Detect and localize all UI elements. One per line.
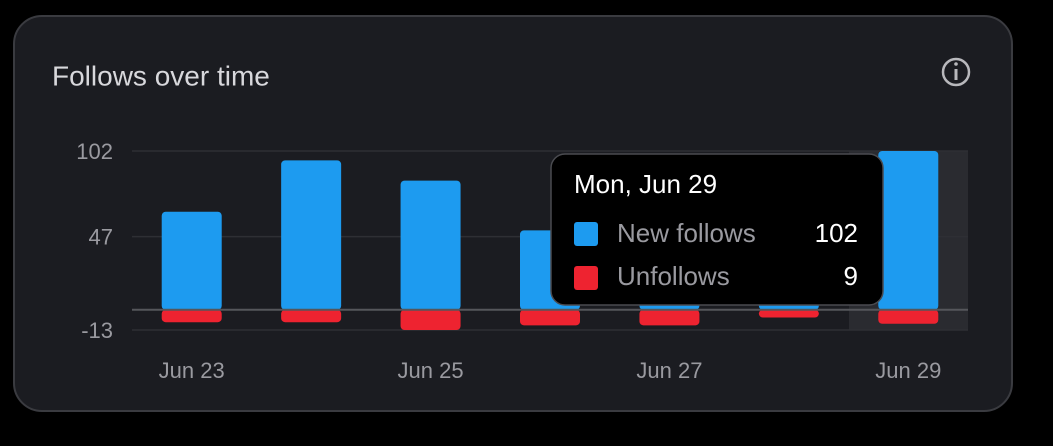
y-tick-label: -13 [81, 318, 113, 343]
bar [878, 309, 939, 324]
bar [400, 180, 461, 310]
bar [281, 160, 342, 310]
y-tick-label: 47 [89, 224, 113, 249]
tooltip-label: Unfollows [617, 261, 730, 291]
bar [400, 309, 461, 330]
info-dot [954, 62, 958, 66]
bar [161, 211, 222, 310]
x-tick-label: Jun 27 [636, 358, 702, 383]
tooltip-label: New follows [617, 218, 756, 248]
info-icon[interactable] [941, 57, 971, 87]
tooltip-value: 9 [844, 261, 858, 291]
tooltip-swatch [574, 266, 598, 290]
bar [878, 151, 939, 310]
x-tick-label: Jun 23 [159, 358, 225, 383]
bar [758, 309, 819, 318]
tooltip-title: Mon, Jun 29 [574, 169, 717, 199]
info-circle [941, 57, 971, 87]
tooltip-box [550, 153, 884, 306]
x-tick-label: Jun 25 [398, 358, 464, 383]
bar [639, 309, 700, 326]
bar [281, 309, 342, 323]
tooltip-swatch [574, 222, 598, 246]
bar [161, 309, 222, 323]
chart-title: Follows over time [52, 60, 270, 91]
y-tick-label: 102 [76, 139, 113, 164]
tooltip-value: 102 [815, 218, 858, 248]
x-tick-label: Jun 29 [875, 358, 941, 383]
tooltip: Mon, Jun 29 New follows 102 Unfollows 9 [550, 153, 884, 306]
bar [520, 309, 580, 326]
